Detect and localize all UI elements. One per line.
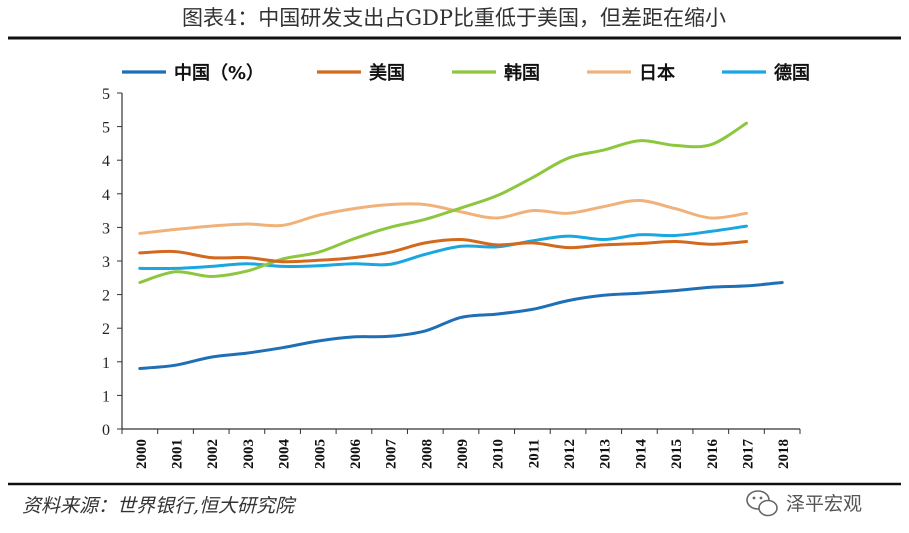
y-tick-label: 0	[102, 422, 110, 439]
chart-legend: 中国（%） 美国 韩国 日本 德国	[122, 62, 810, 84]
series-line-2	[138, 121, 748, 284]
y-tick-label: 5	[102, 120, 110, 137]
y-tick-label: 1	[102, 355, 110, 372]
series-line-4	[138, 224, 748, 271]
y-tick-label: 4	[102, 187, 110, 204]
x-tick-label: 2004	[277, 439, 293, 470]
source-note: 资料来源：世界银行,恒大研究院	[22, 495, 297, 517]
series-lines	[138, 121, 784, 370]
x-tick-label: 2000	[134, 439, 150, 469]
legend-label: 中国（%）	[174, 62, 264, 84]
x-tick-label: 2014	[633, 439, 649, 470]
y-tick-label: 3	[102, 220, 110, 237]
y-tick-label: 3	[102, 254, 110, 271]
x-tick-label: 2001	[170, 439, 186, 469]
x-tick-label: 2017	[740, 439, 756, 470]
x-tick-label: 2007	[384, 439, 400, 470]
legend-label: 德国	[774, 62, 810, 84]
legend-label: 韩国	[504, 62, 540, 84]
x-tick-label: 2003	[241, 439, 257, 469]
y-tick-label: 2	[102, 321, 110, 338]
x-tick-label: 2002	[205, 439, 221, 469]
legend-label: 日本	[639, 62, 675, 84]
chart-title: 图表4：中国研发支出占GDP比重低于美国，但差距在缩小	[182, 6, 726, 30]
y-tick-label: 1	[102, 388, 110, 405]
x-tick-label: 2015	[669, 439, 685, 469]
legend-label: 美国	[369, 62, 405, 84]
x-tick-label: 2011	[526, 439, 542, 468]
x-tick-label: 2005	[312, 439, 328, 469]
x-tick-label: 2009	[455, 439, 471, 469]
x-tick-label: 2018	[776, 439, 792, 469]
x-tick-label: 2012	[562, 439, 578, 469]
x-tick-label: 2016	[705, 439, 721, 470]
wechat-icon	[746, 490, 778, 517]
series-line-1	[138, 237, 748, 264]
plot-area: 0 1 1 2 2 3 3 4 4 5 5 2000 2001 2002 2003 2004 2005 2006…	[102, 86, 801, 470]
y-tick-label: 4	[102, 153, 110, 170]
x-tick-label: 2013	[598, 439, 614, 469]
y-tick-label: 2	[102, 288, 110, 305]
series-line-0	[138, 281, 784, 370]
y-axis: 0 1 1 2 2 3 3 4 4 5 5	[102, 86, 123, 439]
series-line-3	[138, 198, 748, 235]
y-tick-label: 5	[102, 86, 110, 103]
x-axis: 2000 2001 2002 2003 2004 2005 2006 2007 2008 2009…	[121, 428, 801, 470]
x-tick-label: 2008	[419, 439, 435, 469]
x-tick-label: 2010	[491, 439, 507, 469]
watermark-text: 泽平宏观	[786, 493, 862, 515]
x-tick-label: 2006	[348, 439, 364, 470]
